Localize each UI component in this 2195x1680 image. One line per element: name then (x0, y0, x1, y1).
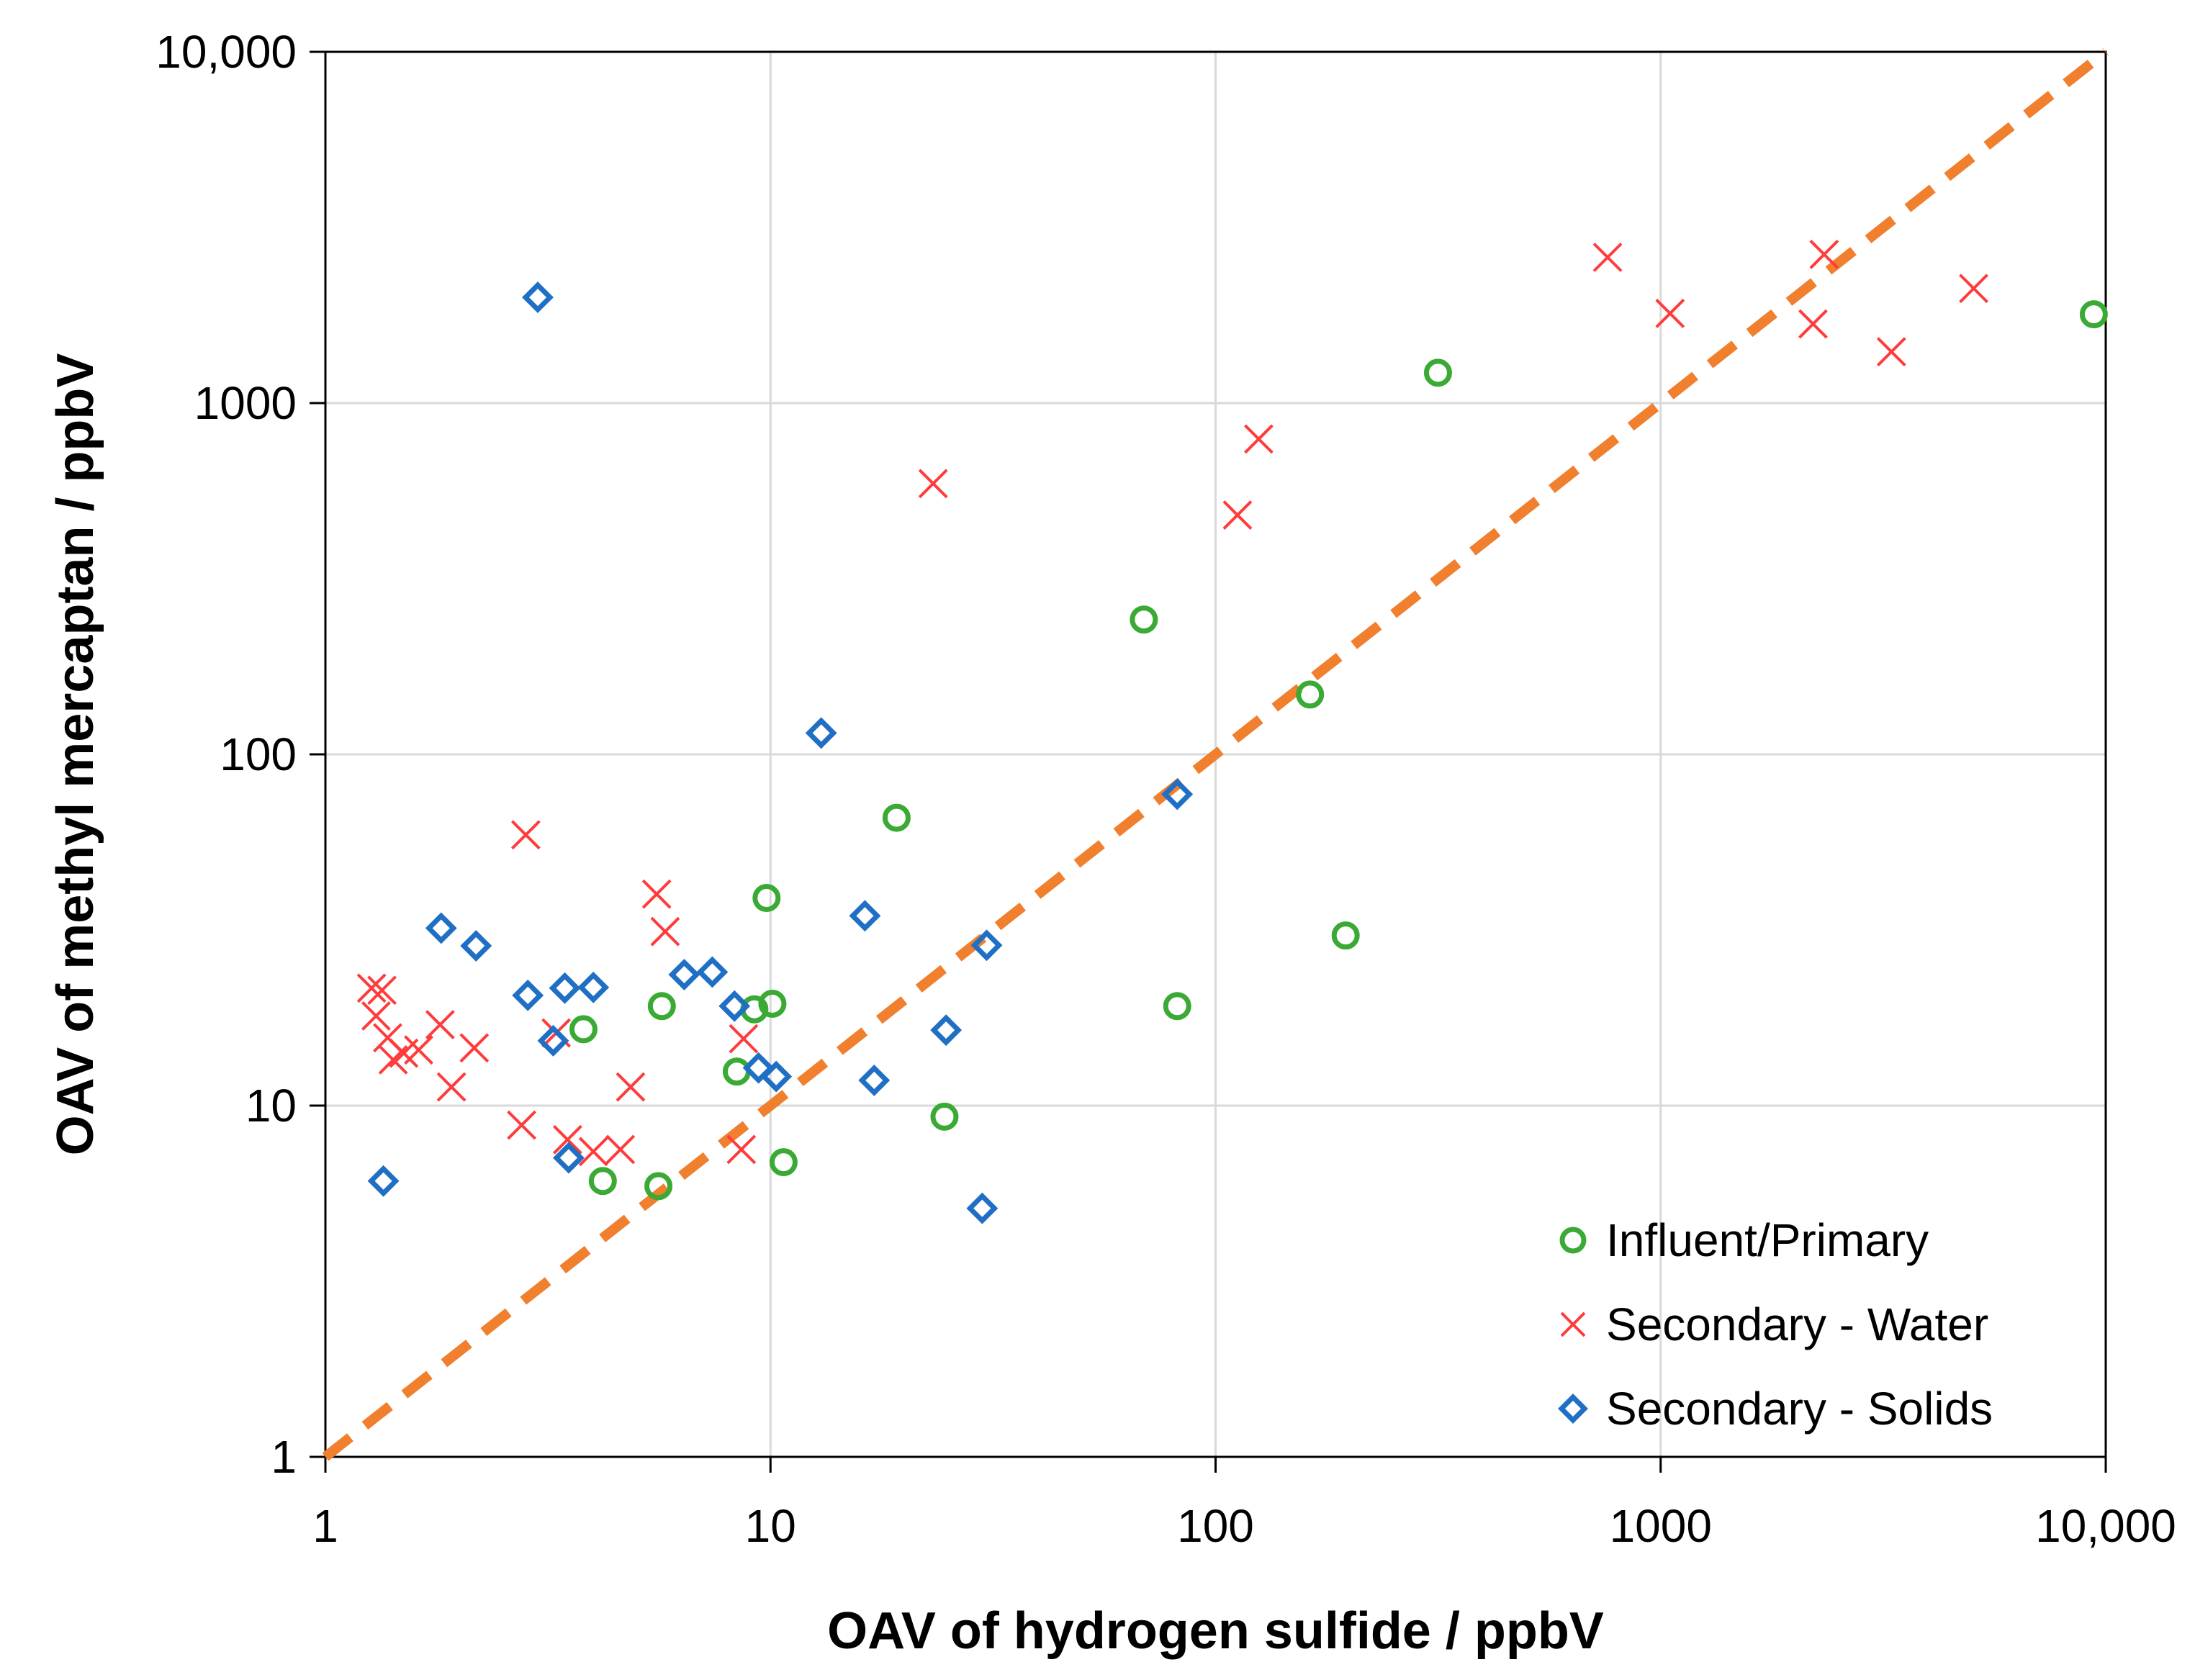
data-point-secondary-water (726, 1134, 757, 1165)
data-point-secondary-solids (425, 912, 457, 944)
data-point-secondary-water (616, 1072, 646, 1102)
legend-label-secondary-water: Secondary - Water (1606, 1299, 1988, 1350)
legend-marker-influent-primary (1559, 1227, 1587, 1254)
data-point-secondary-water (1876, 337, 1906, 367)
data-point-secondary-solids (970, 929, 1003, 962)
data-point-secondary-water (605, 1134, 636, 1165)
reference-line-layer (322, 48, 2109, 1461)
data-point-secondary-water (1809, 240, 1839, 269)
one-to-one-reference-line (322, 48, 2109, 1461)
x-tick-label: 1 (312, 1500, 338, 1552)
data-point-secondary-water (459, 1033, 490, 1063)
data-point-secondary-water (650, 916, 680, 947)
y-tick-label: 100 (220, 728, 297, 780)
data-point-secondary-water (436, 1072, 467, 1102)
legend-item-secondary-water: Secondary - Water (1560, 1299, 1988, 1350)
data-point-secondary-solids (1161, 778, 1194, 810)
data-point-secondary-solids (966, 1192, 999, 1224)
data-point-influent-primary (769, 1148, 798, 1177)
data-point-secondary-water (729, 1024, 759, 1054)
y-axis-title: OAV of methyl mercaptan / ppbV (47, 353, 104, 1156)
data-point-secondary-solids (668, 959, 700, 990)
data-point-secondary-water (404, 1035, 433, 1065)
data-points (356, 240, 2108, 1224)
data-point-secondary-solids (552, 1142, 585, 1174)
data-point-secondary-solids (930, 1014, 963, 1047)
data-point-influent-primary (1423, 358, 1452, 387)
data-point-secondary-water (367, 975, 397, 1006)
data-point-secondary-solids (549, 972, 581, 1004)
y-tick-label: 1 (271, 1431, 297, 1483)
data-point-influent-primary (1130, 605, 1158, 634)
x-tick-label: 10,000 (2035, 1500, 2176, 1552)
y-tick-label: 10 (245, 1080, 297, 1132)
data-point-secondary-water (1959, 274, 1988, 304)
y-tick-label: 1000 (194, 377, 297, 429)
data-point-secondary-water (510, 820, 541, 850)
data-point-secondary-solids (367, 1165, 400, 1197)
data-point-secondary-solids (849, 900, 881, 932)
data-point-influent-primary (752, 884, 781, 913)
data-point-secondary-water (361, 1001, 391, 1031)
data-point-influent-primary (1163, 992, 1191, 1021)
data-point-secondary-solids (696, 956, 729, 988)
data-point-secondary-water (425, 1010, 455, 1039)
data-point-secondary-solids (537, 1024, 569, 1057)
data-point-secondary-solids (577, 971, 610, 1003)
x-tick-label: 10 (745, 1500, 796, 1552)
data-point-secondary-solids (805, 717, 837, 749)
data-point-secondary-water (1655, 299, 1685, 328)
legend: Influent/Primary Secondary - Water Seconda… (1558, 1214, 1993, 1435)
data-point-secondary-solids (460, 930, 492, 962)
data-point-influent-primary (588, 1167, 617, 1196)
data-point-influent-primary (1331, 921, 1360, 950)
data-point-influent-primary (644, 1172, 673, 1201)
legend-label-secondary-solids: Secondary - Solids (1606, 1383, 1993, 1435)
data-point-influent-primary (930, 1102, 959, 1131)
data-point-secondary-solids (522, 281, 554, 314)
data-point-secondary-water (918, 469, 948, 499)
data-point-secondary-solids (742, 1052, 775, 1084)
data-point-influent-primary (1296, 680, 1325, 709)
data-point-secondary-water (1244, 424, 1274, 454)
data-point-secondary-water (1592, 243, 1623, 272)
legend-marker-secondary-water (1560, 1311, 1586, 1337)
legend-label-influent-primary: Influent/Primary (1606, 1214, 1929, 1266)
data-point-secondary-solids (760, 1060, 793, 1093)
legend-marker-secondary-solids (1558, 1394, 1588, 1424)
data-point-secondary-water (552, 1124, 582, 1155)
data-point-influent-primary (758, 989, 787, 1018)
data-point-secondary-water (578, 1137, 608, 1167)
data-point-influent-primary (647, 992, 676, 1021)
axis-ticks: 1 10 100 1000 10,000 1 10 100 1000 10,000 (156, 26, 2176, 1552)
x-tick-label: 1000 (1610, 1500, 1712, 1552)
data-point-secondary-water (641, 879, 672, 909)
x-tick-label: 100 (1177, 1500, 1254, 1552)
data-point-influent-primary (722, 1057, 751, 1086)
data-point-secondary-water (1798, 309, 1828, 339)
legend-item-secondary-solids: Secondary - Solids (1558, 1383, 1993, 1435)
data-point-secondary-solids (512, 979, 544, 1011)
data-point-secondary-solids (858, 1064, 891, 1096)
data-point-secondary-water (356, 973, 387, 1003)
data-point-secondary-water (507, 1110, 537, 1140)
data-point-influent-primary (882, 803, 911, 832)
data-point-influent-primary (569, 1015, 598, 1044)
legend-item-influent-primary: Influent/Primary (1559, 1214, 1929, 1266)
data-point-secondary-water (1222, 500, 1253, 530)
x-axis-title: OAV of hydrogen sulfide / ppbV (827, 1602, 1604, 1660)
y-tick-label: 10,000 (156, 26, 297, 78)
data-point-influent-primary (2079, 300, 2108, 329)
data-point-secondary-solids (718, 990, 751, 1022)
